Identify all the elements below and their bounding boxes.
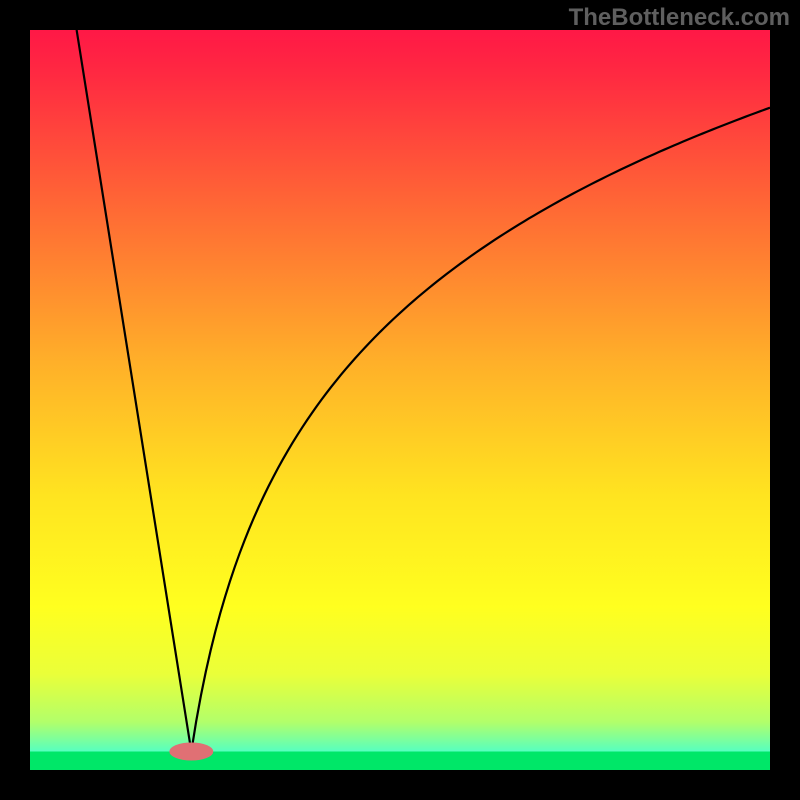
bottleneck-chart: TheBottleneck.com — [0, 0, 800, 800]
plot-background — [30, 30, 770, 770]
optimal-marker — [169, 743, 213, 761]
bottom-green-band — [30, 752, 770, 771]
chart-svg — [0, 0, 800, 800]
watermark-label: TheBottleneck.com — [569, 4, 790, 32]
